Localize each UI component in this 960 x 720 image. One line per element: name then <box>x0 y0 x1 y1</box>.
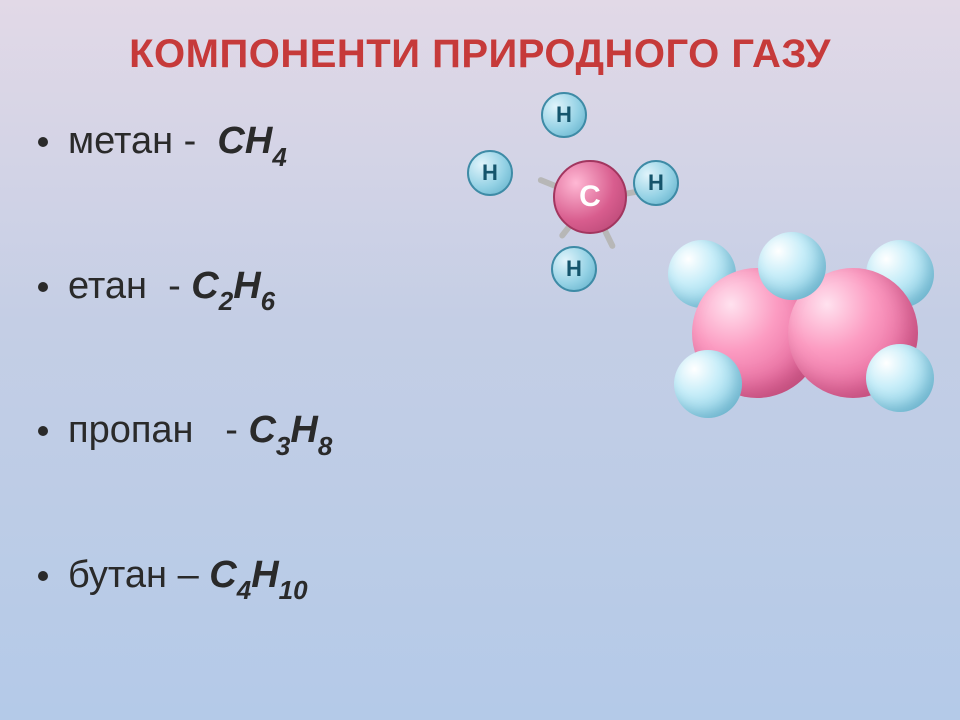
formula: С2Н6 <box>191 265 275 307</box>
molecule-methane: CHHHH <box>455 88 685 298</box>
molecule-ethane <box>670 240 930 420</box>
formula: С4Н10 <box>209 554 307 596</box>
atom-hydrogen: H <box>467 150 513 196</box>
bullet-item: пропан - С3Н8 <box>38 409 558 458</box>
bullet-text: метан - СН4 <box>68 120 287 169</box>
atom-hydrogen: H <box>551 246 597 292</box>
separator: - <box>147 265 191 307</box>
compound-name: метан <box>68 120 173 162</box>
formula: СН4 <box>217 120 286 162</box>
formula: С3Н8 <box>248 409 332 451</box>
separator: - <box>194 409 249 451</box>
compound-name: етан <box>68 265 147 307</box>
sf-hydrogen <box>674 350 742 418</box>
bullet-dot <box>38 426 48 436</box>
bullet-text: етан - С2Н6 <box>68 265 275 314</box>
sf-hydrogen <box>866 344 934 412</box>
separator: - <box>173 120 217 162</box>
slide-title: КОМПОНЕНТИ ПРИРОДНОГО ГАЗУ <box>0 32 960 77</box>
bullet-dot <box>38 282 48 292</box>
atom-hydrogen: H <box>633 160 679 206</box>
atom-hydrogen: H <box>541 92 587 138</box>
bullet-text: пропан - С3Н8 <box>68 409 332 458</box>
atom-carbon: C <box>553 160 627 234</box>
compound-name: пропан <box>68 409 194 451</box>
compound-name: бутан <box>68 554 167 596</box>
bullet-item: бутан – С4Н10 <box>38 554 558 603</box>
sf-hydrogen <box>758 232 826 300</box>
bullet-dot <box>38 137 48 147</box>
bullet-text: бутан – С4Н10 <box>68 554 308 603</box>
bullet-dot <box>38 571 48 581</box>
separator: – <box>167 554 209 596</box>
slide: КОМПОНЕНТИ ПРИРОДНОГО ГАЗУ метан - СН4 ет… <box>0 0 960 720</box>
